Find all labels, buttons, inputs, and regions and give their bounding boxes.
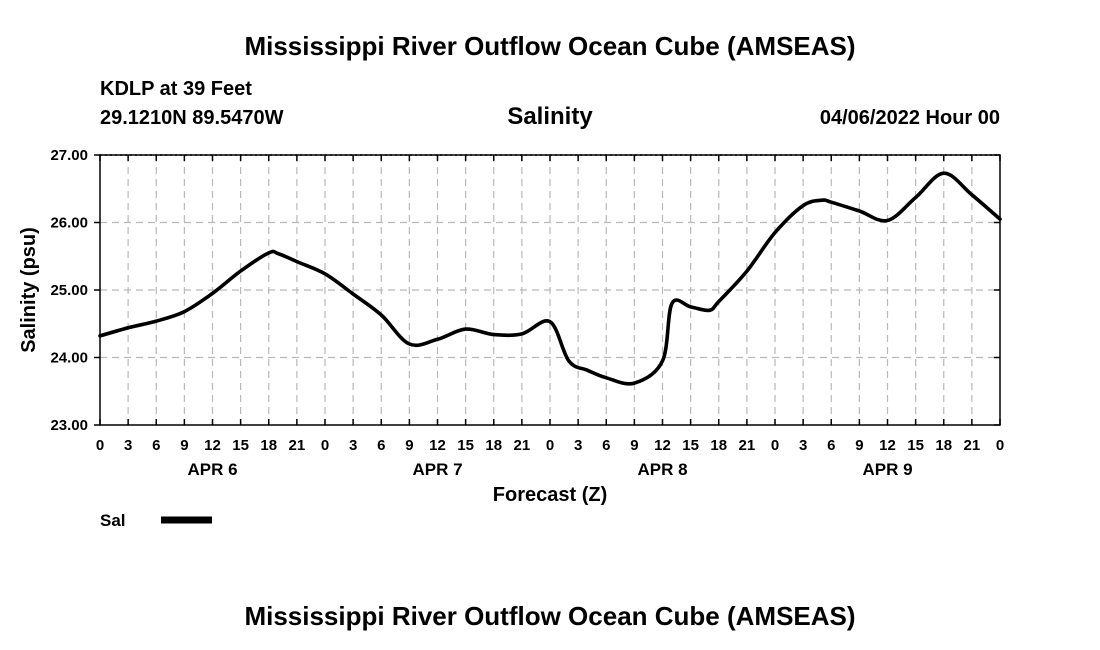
x-tick-label: 3 [574,437,582,454]
x-tick-label: 12 [204,437,221,454]
x-tick-label: 18 [935,437,952,454]
x-tick-label: 21 [964,437,981,454]
x-tick-label: 9 [855,437,863,454]
x-day-label: APR 7 [412,460,462,479]
series-line-sal [98,171,1002,386]
y-tick-label: 27.00 [50,147,88,164]
y-tick-label: 24.00 [50,350,88,367]
x-tick-label: 3 [799,437,807,454]
y-tick-label: 25.00 [50,282,88,299]
x-tick-label: 6 [152,437,160,454]
station-coordinates: 29.1210N 89.5470W [100,107,284,129]
footer-title: Mississippi River Outflow Ocean Cube (AM… [244,601,855,631]
x-day-label: APR 6 [187,460,237,479]
x-tick-label: 21 [289,437,306,454]
x-tick-label: 15 [457,437,474,454]
x-tick-label: 21 [739,437,756,454]
x-tick-label: 18 [260,437,277,454]
x-tick-label: 21 [514,437,531,454]
x-tick-label: 15 [232,437,249,454]
y-tick-label: 23.00 [50,417,88,434]
legend: Sal [100,511,212,530]
x-tick-label: 12 [429,437,446,454]
x-tick-label: 0 [96,437,104,454]
x-tick-label: 9 [180,437,188,454]
chart-main-title: Mississippi River Outflow Ocean Cube (AM… [244,31,855,61]
x-tick-label: 18 [485,437,502,454]
x-tick-label: 3 [124,437,132,454]
x-day-label: APR 8 [637,460,687,479]
x-tick-label: 12 [654,437,671,454]
x-tick-label: 0 [996,437,1004,454]
x-tick-label: 9 [405,437,413,454]
chart-subtitle: Salinity [507,103,593,130]
x-axis-label: Forecast (Z) [493,484,607,506]
x-tick-label: 0 [321,437,329,454]
x-tick-label: 6 [377,437,385,454]
x-tick-label: 3 [349,437,357,454]
x-tick-label: 15 [907,437,924,454]
station-label: KDLP at 39 Feet [100,78,252,100]
y-axis: 23.00 24.00 25.00 26.00 27.00 [50,147,1000,434]
legend-label: Sal [100,511,126,530]
y-axis-label: Salinity (psu) [18,227,40,353]
x-tick-label: 12 [879,437,896,454]
x-tick-label: 9 [630,437,638,454]
x-tick-label: 18 [710,437,727,454]
x-tick-label: 15 [682,437,699,454]
x-tick-label: 6 [827,437,835,454]
x-axis: 0 3 6 9 12 15 18 21 0 3 6 9 12 15 18 21 0 3 6 9 12 15 18 21 0 3 6 9… [96,155,1004,479]
y-tick-label: 26.00 [50,215,88,232]
x-tick-label: 0 [546,437,554,454]
x-tick-label: 0 [771,437,779,454]
forecast-date: 04/06/2022 Hour 00 [820,107,1000,129]
grid-lines [100,155,1000,425]
x-day-label: APR 9 [862,460,912,479]
x-tick-label: 6 [602,437,610,454]
